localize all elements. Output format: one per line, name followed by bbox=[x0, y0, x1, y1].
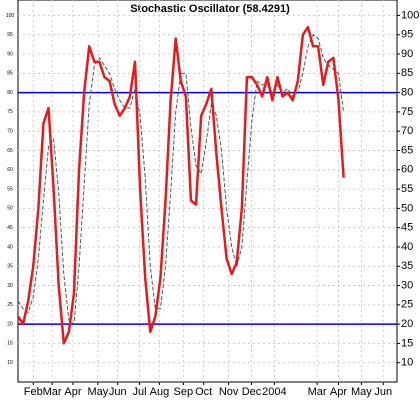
y-tick-label: 80 bbox=[401, 87, 413, 99]
x-tick-label: Apr bbox=[64, 386, 81, 398]
y-tick-label-left: 60 bbox=[7, 167, 13, 173]
x-tick-label: Jul bbox=[133, 386, 147, 398]
y-tick-label: 85 bbox=[401, 67, 413, 79]
x-tick-label: Oct bbox=[195, 386, 212, 398]
plot-frame bbox=[17, 0, 398, 383]
y-tick-label: 30 bbox=[401, 279, 413, 291]
y-tick-label: 45 bbox=[401, 222, 413, 234]
x-tick-label: Jun bbox=[374, 386, 392, 398]
y-tick-label-left: 80 bbox=[7, 90, 13, 96]
y-tick-label: 90 bbox=[401, 48, 413, 60]
y-tick-label: 20 bbox=[401, 318, 413, 330]
y-tick-label-left: 35 bbox=[7, 264, 13, 270]
x-tick-label: Nov bbox=[219, 386, 239, 398]
y-tick-label-left: 15 bbox=[7, 341, 13, 347]
y-tick-label-left: 95 bbox=[7, 32, 13, 38]
y-tick-label-left: 50 bbox=[7, 206, 13, 212]
y-tick-label-left: 45 bbox=[7, 225, 13, 231]
y-tick-label: 10 bbox=[401, 357, 413, 369]
y-tick-label-left: 20 bbox=[7, 321, 13, 327]
y-tick-label: 15 bbox=[401, 337, 413, 349]
y-tick-label-left: 40 bbox=[7, 244, 13, 250]
y-tick-label: 50 bbox=[401, 202, 413, 214]
y-tick-label: 55 bbox=[401, 183, 413, 195]
y-tick-label: 35 bbox=[401, 260, 413, 272]
y-tick-label: 75 bbox=[401, 106, 413, 118]
x-tick-label: Jun bbox=[109, 386, 127, 398]
x-tick-label: Sep bbox=[174, 386, 194, 398]
y-tick-label-left: 25 bbox=[7, 302, 13, 308]
y-tick-label-left: 75 bbox=[7, 109, 13, 115]
x-tick-label: May bbox=[351, 386, 372, 398]
y-tick-label-left: 100 bbox=[6, 13, 15, 19]
y-tick-label: 60 bbox=[401, 164, 413, 176]
chart-title: Stochastic Oscillator (58.4291) bbox=[130, 3, 290, 15]
y-tick-label-left: 65 bbox=[7, 148, 13, 154]
x-tick-label: Aug bbox=[150, 386, 170, 398]
y-tick-label: 95 bbox=[401, 29, 413, 41]
y-tick-label-left: 85 bbox=[7, 71, 13, 77]
y-tick-label-left: 30 bbox=[7, 283, 13, 289]
y-tick-label: 100 bbox=[401, 9, 419, 21]
x-tick-label: Dec bbox=[242, 386, 262, 398]
y-tick-label: 65 bbox=[401, 144, 413, 156]
x-tick-label: Apr bbox=[330, 386, 347, 398]
oscillator-line bbox=[16, 25, 345, 345]
y-tick-label-left: 10 bbox=[7, 360, 13, 366]
signal-line bbox=[17, 34, 345, 325]
x-tick-label: May bbox=[87, 386, 108, 398]
y-tick-label: 70 bbox=[401, 125, 413, 137]
y-tick-label-left: 90 bbox=[7, 51, 13, 57]
y-tick-label: 40 bbox=[401, 241, 413, 253]
x-tick-label: Mar bbox=[43, 386, 62, 398]
x-tick-label: Feb bbox=[24, 386, 43, 398]
y-tick-label-left: 55 bbox=[7, 186, 13, 192]
x-tick-label: 2004 bbox=[262, 386, 286, 398]
y-tick-label: 25 bbox=[401, 299, 413, 311]
x-tick-label: Mar bbox=[308, 386, 327, 398]
y-tick-label-left: 70 bbox=[7, 129, 13, 135]
